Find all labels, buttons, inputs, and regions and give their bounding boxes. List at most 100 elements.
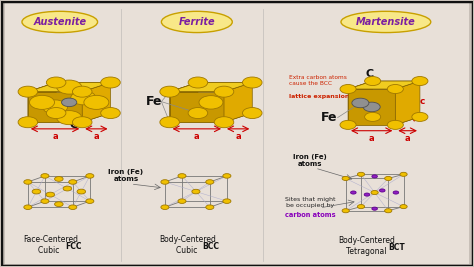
Polygon shape — [170, 83, 252, 92]
Circle shape — [46, 192, 55, 197]
Ellipse shape — [341, 11, 431, 33]
Circle shape — [71, 91, 96, 105]
Polygon shape — [28, 92, 82, 122]
Text: Iron (Fe)
atoms: Iron (Fe) atoms — [109, 170, 144, 183]
Circle shape — [161, 205, 169, 210]
Polygon shape — [28, 83, 56, 122]
Circle shape — [351, 191, 356, 194]
Circle shape — [29, 95, 55, 109]
Circle shape — [214, 117, 234, 128]
Circle shape — [18, 117, 37, 128]
Circle shape — [223, 174, 231, 178]
Circle shape — [199, 96, 223, 109]
Polygon shape — [28, 83, 110, 92]
Circle shape — [372, 207, 377, 210]
Text: a: a — [239, 103, 245, 111]
Text: C: C — [70, 120, 78, 130]
Polygon shape — [348, 117, 420, 125]
Circle shape — [86, 199, 94, 203]
Circle shape — [188, 77, 208, 88]
Circle shape — [77, 189, 86, 194]
Circle shape — [400, 172, 407, 176]
Text: a: a — [235, 132, 241, 141]
Text: BCC: BCC — [202, 242, 219, 251]
Circle shape — [363, 102, 380, 112]
Polygon shape — [348, 81, 420, 89]
Circle shape — [206, 180, 214, 184]
Polygon shape — [348, 81, 420, 89]
Polygon shape — [395, 81, 420, 125]
Circle shape — [46, 77, 66, 88]
Circle shape — [340, 84, 356, 93]
Text: a: a — [369, 134, 374, 143]
Polygon shape — [82, 83, 110, 122]
Circle shape — [206, 205, 214, 210]
Circle shape — [100, 108, 120, 119]
Circle shape — [342, 176, 349, 180]
Text: C: C — [366, 69, 374, 79]
Circle shape — [357, 172, 365, 176]
Circle shape — [57, 111, 82, 125]
Circle shape — [160, 86, 180, 97]
Circle shape — [73, 86, 92, 97]
Polygon shape — [224, 83, 252, 122]
Circle shape — [46, 108, 66, 119]
Circle shape — [372, 175, 377, 178]
Circle shape — [41, 199, 49, 203]
Circle shape — [188, 108, 208, 119]
Circle shape — [387, 84, 403, 93]
Circle shape — [86, 174, 94, 178]
Circle shape — [365, 112, 381, 121]
Circle shape — [223, 199, 231, 203]
Text: lattice expansion: lattice expansion — [289, 94, 349, 99]
Polygon shape — [170, 83, 198, 122]
Text: a: a — [194, 132, 200, 141]
Circle shape — [243, 108, 262, 119]
Circle shape — [243, 77, 262, 88]
Polygon shape — [28, 113, 110, 122]
Circle shape — [178, 199, 186, 203]
Circle shape — [41, 174, 49, 178]
Text: c: c — [420, 97, 425, 106]
Circle shape — [384, 176, 392, 180]
Text: a: a — [405, 134, 410, 143]
Circle shape — [400, 205, 407, 209]
Text: carbon atoms: carbon atoms — [285, 211, 336, 218]
Circle shape — [160, 117, 180, 128]
Text: Body-Centered
Tetragonal: Body-Centered Tetragonal — [338, 236, 395, 256]
Polygon shape — [28, 83, 110, 92]
Circle shape — [365, 77, 381, 85]
Circle shape — [340, 120, 356, 129]
Circle shape — [357, 205, 365, 209]
Text: Fe: Fe — [146, 95, 163, 108]
Circle shape — [43, 100, 68, 114]
Circle shape — [18, 86, 37, 97]
Circle shape — [73, 117, 92, 128]
Text: Iron (Fe)
atoms: Iron (Fe) atoms — [293, 154, 327, 167]
Polygon shape — [170, 113, 252, 122]
Circle shape — [384, 209, 392, 213]
Text: a: a — [93, 132, 99, 141]
Circle shape — [192, 189, 200, 194]
Circle shape — [364, 193, 370, 196]
Circle shape — [412, 77, 428, 85]
Circle shape — [69, 180, 77, 184]
Text: Ferrite: Ferrite — [179, 17, 215, 27]
Circle shape — [342, 209, 349, 213]
Text: Extra carbon atoms
cause the BCC: Extra carbon atoms cause the BCC — [289, 75, 347, 86]
Polygon shape — [348, 81, 373, 125]
FancyBboxPatch shape — [5, 3, 469, 264]
Text: Martensite: Martensite — [356, 17, 416, 27]
Circle shape — [24, 205, 32, 210]
Circle shape — [24, 180, 32, 184]
Circle shape — [161, 180, 169, 184]
Ellipse shape — [161, 11, 232, 33]
Text: Body-Centered
Cubic: Body-Centered Cubic — [159, 235, 216, 255]
Text: a: a — [52, 132, 58, 141]
Text: FCC: FCC — [65, 242, 82, 251]
Circle shape — [178, 174, 186, 178]
Circle shape — [62, 98, 77, 107]
Circle shape — [100, 77, 120, 88]
Ellipse shape — [22, 11, 98, 33]
Text: Face-Centered
Cubic: Face-Centered Cubic — [23, 235, 78, 255]
